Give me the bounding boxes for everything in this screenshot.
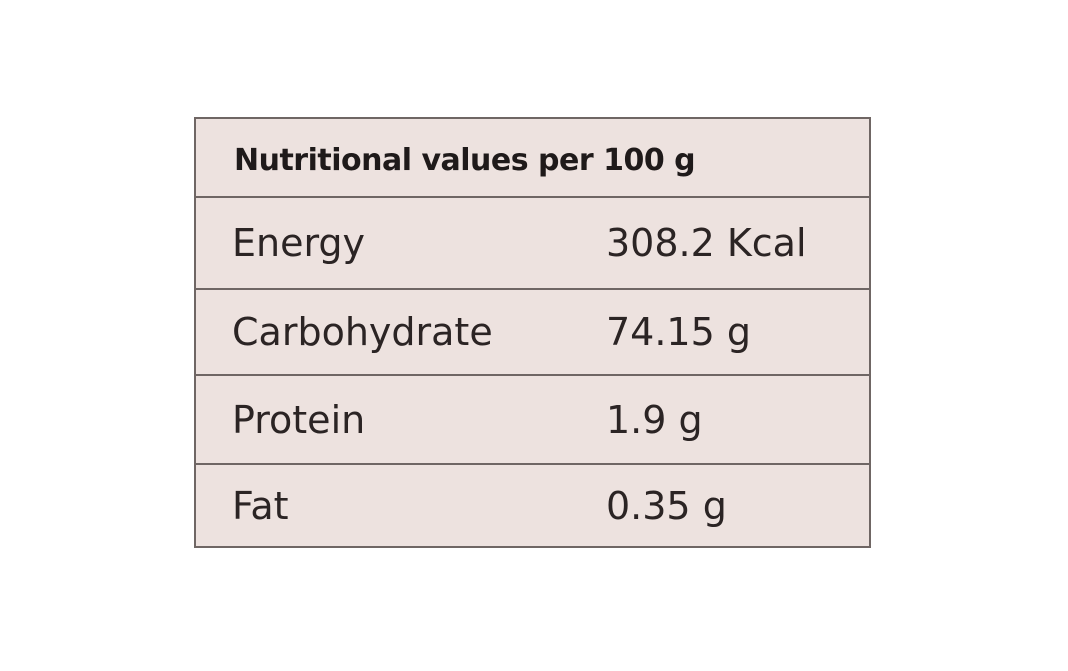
nutrition-table: Nutritional values per 100 g Energy 308.… (194, 117, 871, 548)
nutrient-amount: 0.35 g (606, 483, 727, 528)
nutrient-name: Protein (232, 397, 366, 442)
nutrient-name: Energy (232, 221, 366, 265)
table-row: Carbohydrate 74.15 g (196, 290, 869, 376)
nutrient-amount: 74.15 g (606, 310, 751, 354)
table-header-row: Nutritional values per 100 g (196, 119, 869, 198)
nutrient-name: Carbohydrate (232, 310, 493, 354)
table-row: Protein 1.9 g (196, 376, 869, 465)
table-row: Fat 0.35 g (196, 465, 869, 546)
nutrient-name: Fat (232, 483, 289, 528)
nutrient-amount: 308.2 Kcal (606, 221, 807, 265)
table-title: Nutritional values per 100 g (234, 143, 696, 178)
table-row: Energy 308.2 Kcal (196, 198, 869, 290)
nutrient-amount: 1.9 g (606, 397, 703, 442)
